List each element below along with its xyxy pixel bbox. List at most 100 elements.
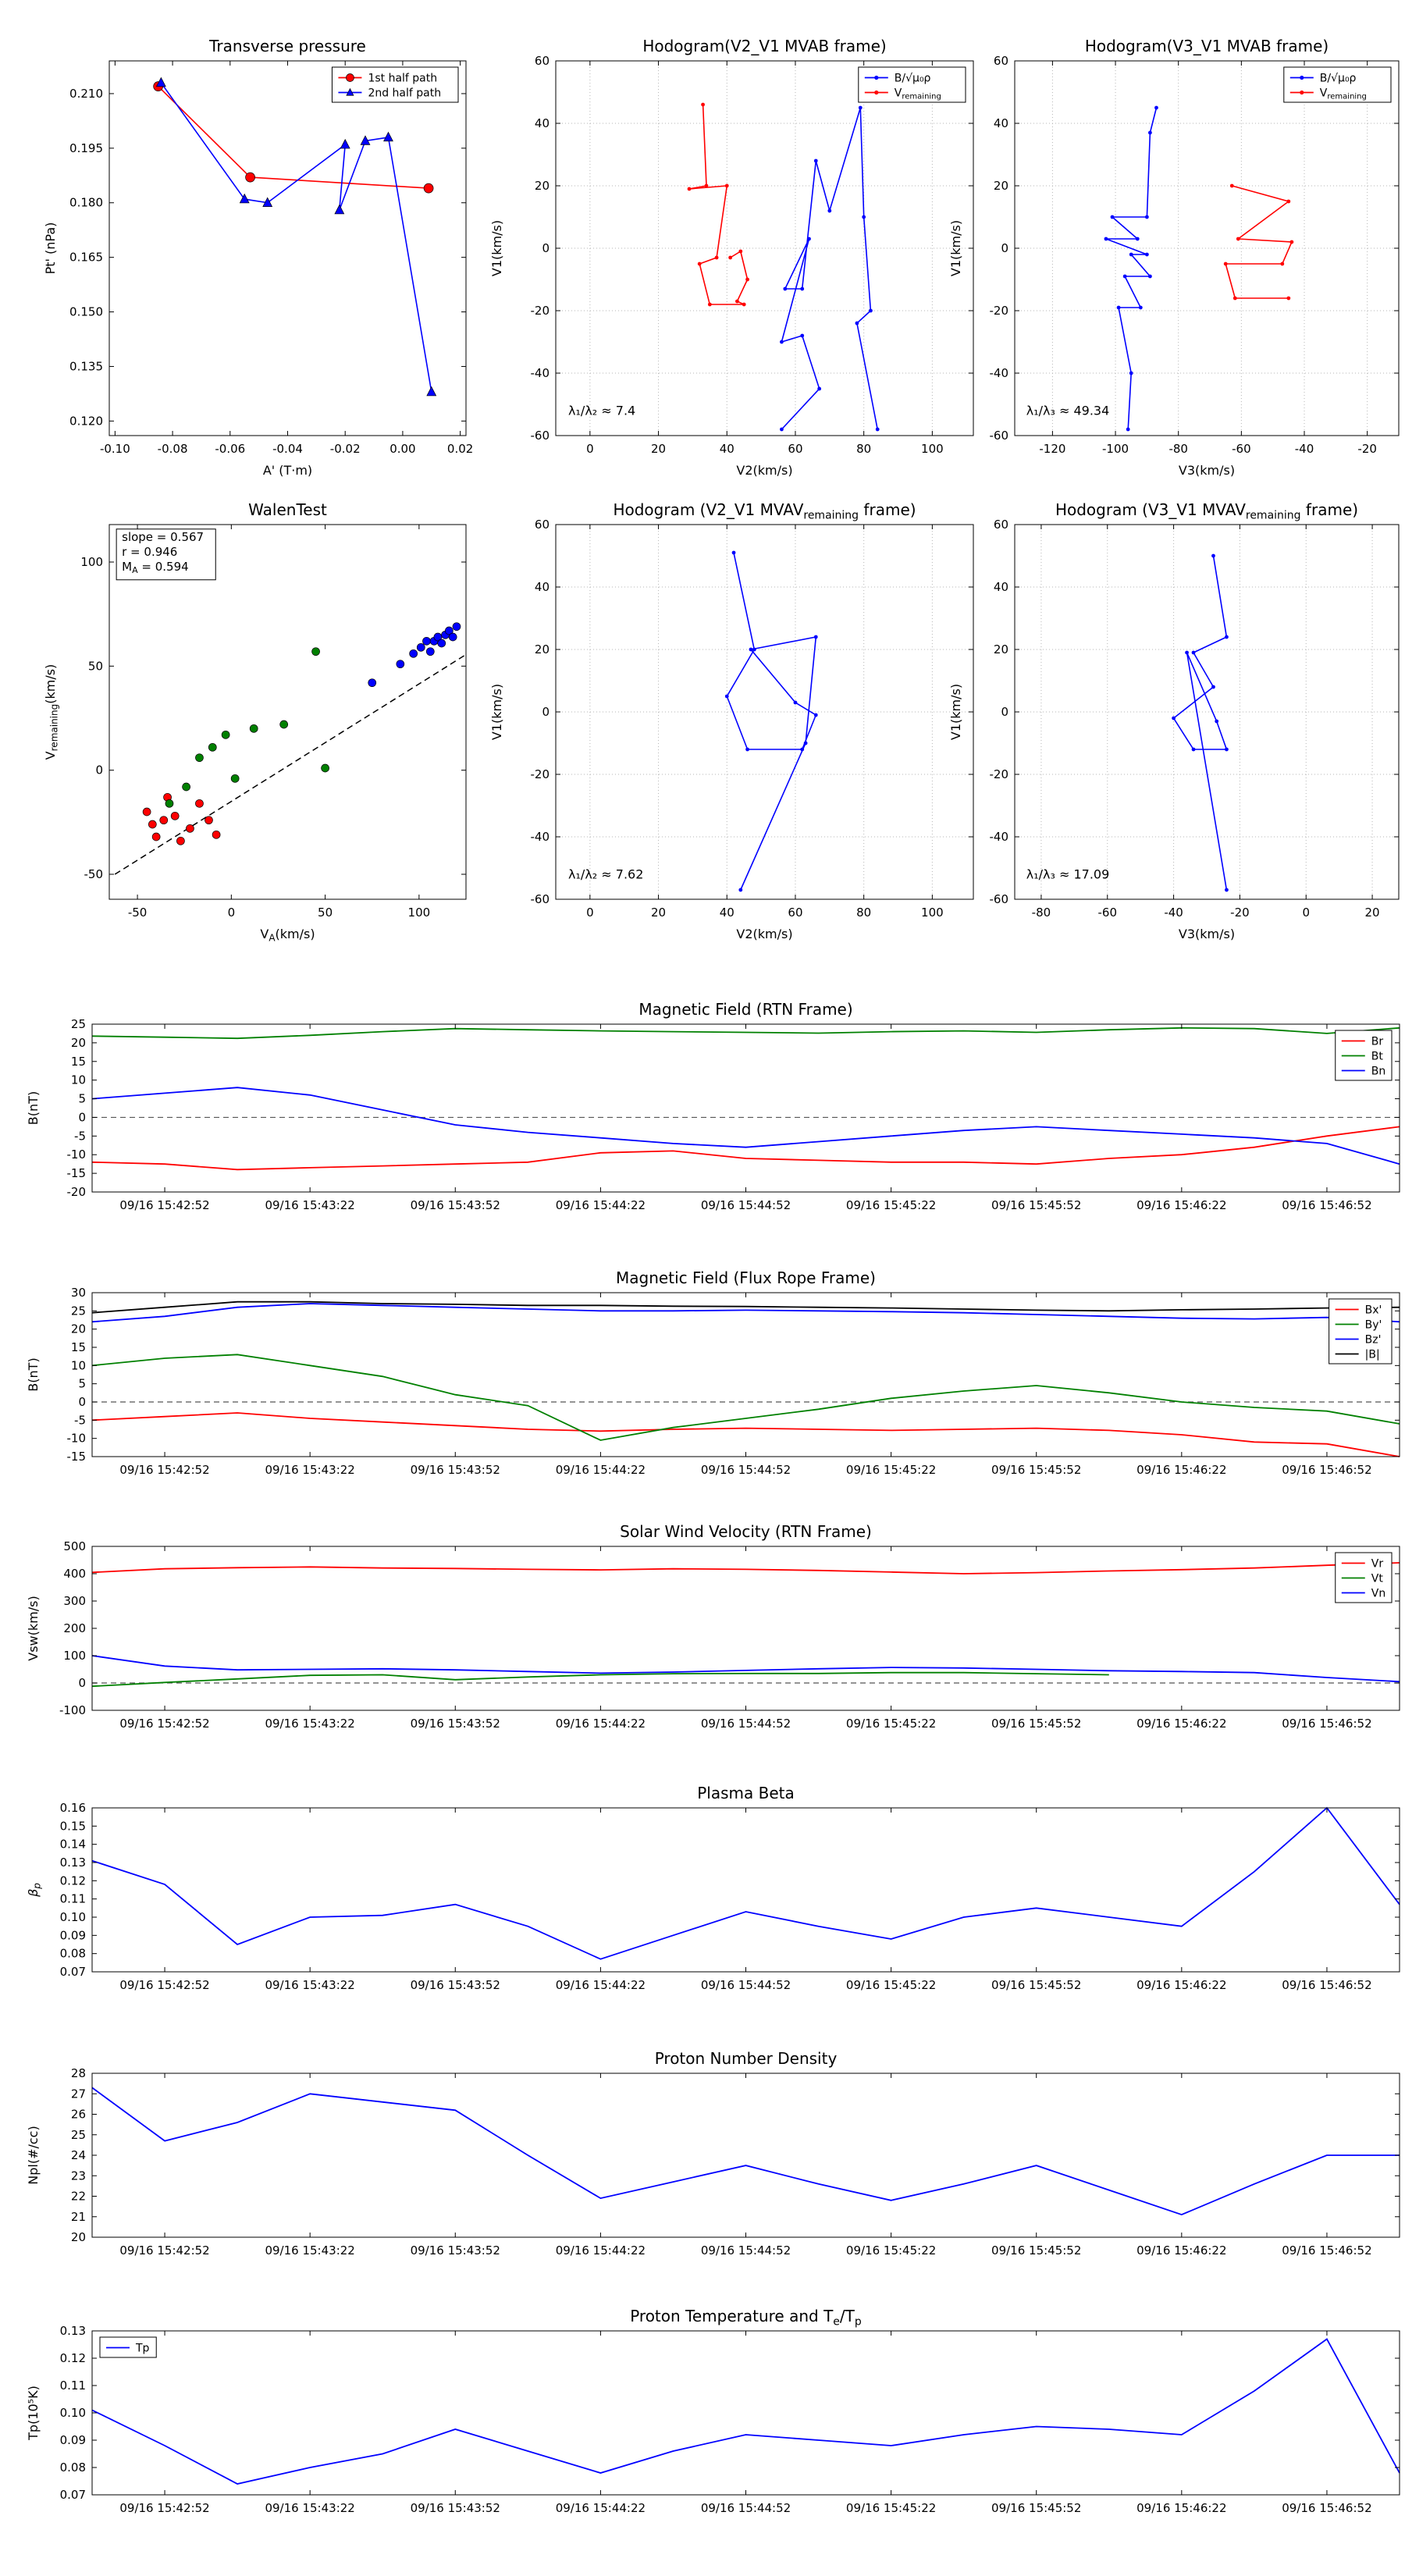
y-tick-label: 0.12 <box>60 1873 86 1888</box>
x-axis: 09/16 15:42:52 09/16 15:43:22 09/16 15:43:… <box>119 1293 1372 1477</box>
legend-label: Br <box>1371 1036 1384 1048</box>
markers-V-remaining-hodogram <box>687 102 749 307</box>
x-axis: 09/16 15:42:52 09/16 15:43:22 09/16 15:43:… <box>119 1024 1372 1212</box>
x-tick-label: 09/16 15:42:52 <box>119 1463 209 1477</box>
markers-scatter-blue <box>368 622 461 688</box>
series-beta-p <box>91 1806 1400 1960</box>
y-axis-label: V1(km/s) <box>948 684 963 740</box>
chart-hodogram-v2v1-mvav: 0 20 40 60 80 100 -60 -40 -20 0 20 40 60 Hodogram (V2… <box>489 500 974 941</box>
legend-label: Bx' <box>1365 1304 1382 1317</box>
y-tick-label: 0.180 <box>69 196 103 210</box>
y-tick-label: 0.07 <box>60 2488 86 2502</box>
y-axis: -60 -40 -20 0 20 40 60 <box>531 518 973 906</box>
y-axis-label: Tp(10⁵K) <box>26 2386 41 2441</box>
series-Bx-prime <box>91 1412 1400 1457</box>
x-tick-label: 09/16 15:45:22 <box>846 1978 936 1992</box>
y-tick-label: 10 <box>71 1358 86 1372</box>
x-tick-label: 09/16 15:44:22 <box>556 2501 646 2515</box>
x-tick-label: 09/16 15:46:22 <box>1136 1978 1226 1992</box>
x-tick-label: 09/16 15:46:52 <box>1282 2243 1371 2258</box>
chart-solar-wind-velocity: 09/16 15:42:52 09/16 15:43:22 09/16 15:43:… <box>26 1522 1400 1731</box>
x-axis: 09/16 15:42:52 09/16 15:43:22 09/16 15:43:… <box>119 1808 1372 1992</box>
x-axis: 0 20 40 60 80 100 <box>586 525 944 920</box>
x-tick-label: 09/16 15:44:52 <box>701 2243 791 2258</box>
x-tick-label: 09/16 15:44:52 <box>701 1978 791 1992</box>
y-tick-label: 0 <box>78 1676 86 1690</box>
x-tick-label: 09/16 15:45:22 <box>846 2501 936 2515</box>
chart-hodogram-v2v1-mvab: 0 20 40 60 80 100 -60 -40 -20 0 20 40 60 Hodogram(V2_… <box>489 37 974 478</box>
y-tick-label: 60 <box>994 54 1008 68</box>
x-tick-label: 09/16 15:45:22 <box>846 1198 936 1212</box>
series-Tp <box>91 2338 1400 2485</box>
y-axis: -60 -40 -20 0 20 40 60 <box>990 518 1399 906</box>
series-Bz-prime <box>91 1303 1400 1323</box>
y-axis-label: B(nT) <box>26 1357 41 1391</box>
y-tick-label: 23 <box>71 2169 86 2183</box>
axes-frame <box>91 2330 1400 2496</box>
y-tick-label: 0.07 <box>60 1965 86 1979</box>
y-tick-label: -20 <box>67 1185 87 1199</box>
x-tick-label: 09/16 15:43:52 <box>411 2243 500 2258</box>
annotation: λ₁/λ₃ ≈ 17.09 <box>1026 867 1110 882</box>
chart-walen-test: -50 0 50 100 -50 0 50 100 WalenTest VA(km/s) Vrema… <box>43 500 467 944</box>
y-tick-label: 27 <box>71 2087 86 2101</box>
y-tick-label: 0.16 <box>60 1801 86 1815</box>
y-tick-label: 0 <box>1001 705 1008 719</box>
chart-magnetic-flux-rope: 09/16 15:42:52 09/16 15:43:22 09/16 15:43:… <box>26 1268 1400 1477</box>
x-tick-label: 09/16 15:45:52 <box>991 2501 1081 2515</box>
y-tick-label: 26 <box>71 2108 86 2122</box>
chart-plasma-beta: 09/16 15:42:52 09/16 15:43:22 09/16 15:43:… <box>26 1784 1400 1992</box>
series-Vr <box>91 1562 1400 1574</box>
x-tick-label: 20 <box>651 906 666 920</box>
y-tick-label: -5 <box>74 1129 86 1143</box>
x-tick-label: 09/16 15:43:52 <box>411 2501 500 2515</box>
x-tick-label: 09/16 15:46:52 <box>1282 1978 1371 1992</box>
chart-title: Hodogram (V2_V1 MVAVremaining frame) <box>613 500 916 521</box>
y-tick-label: 20 <box>994 642 1008 656</box>
chart-hodogram-v3v1-mvav: -80 -60 -40 -20 0 20 -60 -40 -20 0 20 40 60 Hodogram … <box>948 500 1400 941</box>
markers-B-hodogram <box>780 105 880 432</box>
y-tick-label: 20 <box>994 179 1008 193</box>
series-Bn <box>91 1087 1400 1165</box>
series-Bt <box>91 1026 1400 1040</box>
y-tick-label: 100 <box>63 1649 86 1663</box>
x-axis-label: A' (T·m) <box>263 463 312 478</box>
y-tick-label: -40 <box>531 830 550 844</box>
series-By-prime <box>91 1354 1400 1441</box>
x-axis: -80 -60 -40 -20 0 20 <box>1032 525 1380 920</box>
series-V-remaining-hodogram <box>1225 185 1293 299</box>
legend: Bx' By' Bz' |B| <box>1329 1298 1393 1364</box>
x-axis: -50 0 50 100 <box>128 525 430 920</box>
y-tick-label: -10 <box>67 1147 87 1162</box>
grid <box>556 524 973 900</box>
y-tick-label: -15 <box>67 1166 87 1180</box>
y-tick-label: 40 <box>994 116 1008 130</box>
y-tick-label: 40 <box>535 116 550 130</box>
y-tick-label: -20 <box>531 767 550 781</box>
series-fit-line <box>114 655 464 875</box>
x-tick-label: 09/16 15:43:22 <box>265 1717 354 1731</box>
x-tick-label: 80 <box>856 442 871 456</box>
y-axis: -20 -15 -10 -5 0 5 10 15 20 25 <box>67 1017 1400 1199</box>
y-tick-label: 100 <box>80 555 103 569</box>
grid <box>556 60 973 436</box>
x-tick-label: 09/16 15:44:22 <box>556 1717 646 1731</box>
chart-proton-temperature: 09/16 15:42:52 09/16 15:43:22 09/16 15:43:… <box>26 2307 1400 2515</box>
y-tick-label: 20 <box>71 1322 86 1336</box>
y-tick-label: 0 <box>95 763 103 777</box>
x-tick-label: 09/16 15:44:22 <box>556 1978 646 1992</box>
x-tick-label: 09/16 15:45:52 <box>991 1717 1081 1731</box>
x-tick-label: -60 <box>1098 906 1118 920</box>
y-axis-label: V1(km/s) <box>489 220 504 276</box>
x-tick-label: -0.10 <box>100 442 130 456</box>
y-axis: 0.07 0.08 0.09 0.10 0.11 0.12 0.13 <box>60 2324 1400 2502</box>
series-B-magnitude <box>91 1300 1400 1314</box>
y-tick-label: 5 <box>78 1377 86 1391</box>
y-tick-label: 60 <box>535 54 550 68</box>
chart-title: Hodogram(V2_V1 MVAB frame) <box>642 37 886 55</box>
chart-title: WalenTest <box>248 500 327 519</box>
legend-label: B/√μ₀ρ <box>1320 73 1357 85</box>
x-tick-label: 100 <box>921 442 944 456</box>
x-tick-label: 09/16 15:43:22 <box>265 1978 354 1992</box>
